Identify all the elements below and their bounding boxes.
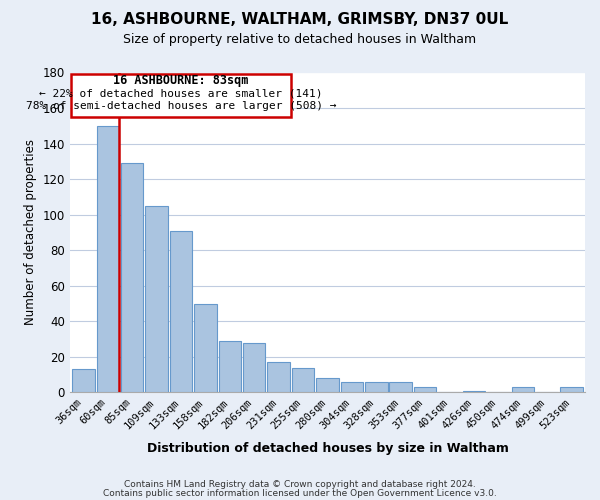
Bar — [341, 382, 363, 392]
Bar — [145, 206, 168, 392]
Text: Contains HM Land Registry data © Crown copyright and database right 2024.: Contains HM Land Registry data © Crown c… — [124, 480, 476, 489]
FancyBboxPatch shape — [71, 74, 291, 117]
Bar — [463, 390, 485, 392]
Bar — [512, 387, 534, 392]
Y-axis label: Number of detached properties: Number of detached properties — [24, 140, 37, 326]
Text: 78% of semi-detached houses are larger (508) →: 78% of semi-detached houses are larger (… — [26, 101, 336, 111]
Text: Size of property relative to detached houses in Waltham: Size of property relative to detached ho… — [124, 32, 476, 46]
Bar — [218, 341, 241, 392]
Text: 16, ASHBOURNE, WALTHAM, GRIMSBY, DN37 0UL: 16, ASHBOURNE, WALTHAM, GRIMSBY, DN37 0U… — [91, 12, 509, 28]
Bar — [121, 163, 143, 392]
Bar — [97, 126, 119, 392]
Bar — [268, 362, 290, 392]
Bar — [72, 370, 95, 392]
Bar — [170, 230, 192, 392]
Text: Contains public sector information licensed under the Open Government Licence v3: Contains public sector information licen… — [103, 488, 497, 498]
Bar — [414, 387, 436, 392]
Bar — [389, 382, 412, 392]
Bar — [560, 387, 583, 392]
Text: 16 ASHBOURNE: 83sqm: 16 ASHBOURNE: 83sqm — [113, 74, 249, 87]
Bar — [243, 342, 265, 392]
Bar — [365, 382, 388, 392]
Text: ← 22% of detached houses are smaller (141): ← 22% of detached houses are smaller (14… — [39, 89, 323, 99]
Bar — [194, 304, 217, 392]
Bar — [292, 368, 314, 392]
Bar — [316, 378, 339, 392]
X-axis label: Distribution of detached houses by size in Waltham: Distribution of detached houses by size … — [146, 442, 508, 455]
